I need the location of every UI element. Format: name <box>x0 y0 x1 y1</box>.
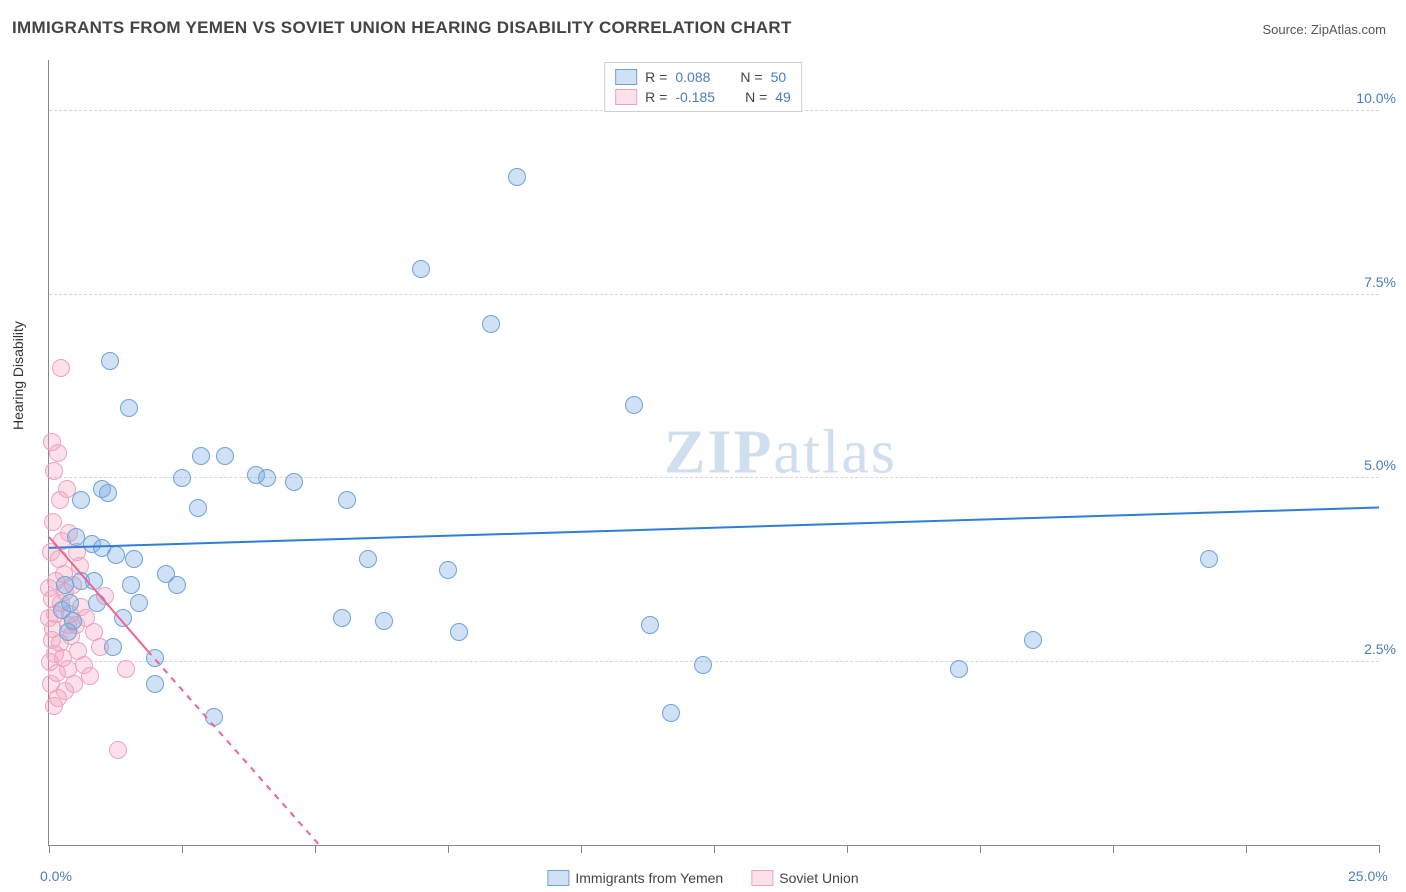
scatter-point <box>950 660 968 678</box>
r-label-2: R = <box>645 89 667 105</box>
x-tick <box>581 845 582 853</box>
scatter-point <box>114 609 132 627</box>
y-tick-label: 7.5% <box>1364 274 1396 290</box>
correlation-row-2: R = -0.185 N = 49 <box>615 87 791 107</box>
n-value-1: 50 <box>771 69 787 85</box>
source-label: Source: ZipAtlas.com <box>1262 22 1386 37</box>
x-tick <box>182 845 183 853</box>
scatter-point <box>375 612 393 630</box>
scatter-point <box>1200 550 1218 568</box>
series-legend: Immigrants from Yemen Soviet Union <box>547 870 858 886</box>
scatter-point <box>107 546 125 564</box>
scatter-point <box>168 576 186 594</box>
y-tick-label: 5.0% <box>1364 457 1396 473</box>
scatter-point <box>65 675 83 693</box>
x-tick <box>448 845 449 853</box>
scatter-point <box>88 594 106 612</box>
n-value-2: 49 <box>775 89 791 105</box>
scatter-point <box>192 447 210 465</box>
x-tick <box>847 845 848 853</box>
x-tick <box>714 845 715 853</box>
watermark-bold: ZIP <box>664 418 773 486</box>
scatter-point <box>662 704 680 722</box>
scatter-point <box>120 399 138 417</box>
scatter-point <box>482 315 500 333</box>
legend-label-yemen: Immigrants from Yemen <box>575 870 723 886</box>
x-tick <box>315 845 316 853</box>
x-tick <box>1379 845 1380 853</box>
scatter-point <box>146 675 164 693</box>
scatter-point <box>641 616 659 634</box>
trend-line <box>49 508 1379 548</box>
gridline <box>49 661 1379 662</box>
scatter-point <box>1024 631 1042 649</box>
x-tick-label: 0.0% <box>40 868 72 884</box>
scatter-point <box>258 469 276 487</box>
gridline <box>49 294 1379 295</box>
scatter-point <box>439 561 457 579</box>
swatch-soviet <box>615 89 637 105</box>
watermark-light: atlas <box>773 418 897 486</box>
scatter-point <box>81 667 99 685</box>
scatter-point <box>49 444 67 462</box>
scatter-point <box>412 260 430 278</box>
y-tick-label: 2.5% <box>1364 641 1396 657</box>
legend-item-yemen: Immigrants from Yemen <box>547 870 723 886</box>
scatter-point <box>130 594 148 612</box>
y-axis-label: Hearing Disability <box>10 321 26 430</box>
scatter-point <box>61 594 79 612</box>
scatter-point <box>333 609 351 627</box>
correlation-legend: R = 0.088 N = 50 R = -0.185 N = 49 <box>604 62 802 112</box>
chart-container: IMMIGRANTS FROM YEMEN VS SOVIET UNION HE… <box>0 0 1406 892</box>
swatch-yemen-2 <box>547 870 569 886</box>
scatter-point <box>101 352 119 370</box>
x-tick <box>49 845 50 853</box>
y-tick-label: 10.0% <box>1356 90 1396 106</box>
scatter-point <box>52 359 70 377</box>
scatter-point <box>216 447 234 465</box>
n-label-2: N = <box>745 89 767 105</box>
scatter-point <box>117 660 135 678</box>
scatter-point <box>205 708 223 726</box>
swatch-yemen <box>615 69 637 85</box>
trend-line <box>147 651 384 845</box>
scatter-point <box>146 649 164 667</box>
scatter-point <box>338 491 356 509</box>
scatter-point <box>44 513 62 531</box>
scatter-point <box>450 623 468 641</box>
correlation-row-1: R = 0.088 N = 50 <box>615 67 791 87</box>
swatch-soviet-2 <box>751 870 773 886</box>
r-label: R = <box>645 69 667 85</box>
legend-label-soviet: Soviet Union <box>779 870 858 886</box>
scatter-point <box>189 499 207 517</box>
scatter-point <box>359 550 377 568</box>
x-tick-label: 25.0% <box>1348 868 1388 884</box>
scatter-point <box>104 638 122 656</box>
trend-lines <box>49 60 1379 845</box>
scatter-point <box>109 741 127 759</box>
scatter-point <box>64 612 82 630</box>
x-tick <box>1246 845 1247 853</box>
scatter-point <box>122 576 140 594</box>
scatter-point <box>85 572 103 590</box>
n-label: N = <box>740 69 762 85</box>
scatter-point <box>125 550 143 568</box>
scatter-point <box>285 473 303 491</box>
chart-title: IMMIGRANTS FROM YEMEN VS SOVIET UNION HE… <box>12 18 792 38</box>
r-value-1: 0.088 <box>675 69 710 85</box>
x-tick <box>980 845 981 853</box>
scatter-point <box>694 656 712 674</box>
scatter-point <box>508 168 526 186</box>
legend-item-soviet: Soviet Union <box>751 870 858 886</box>
scatter-point <box>173 469 191 487</box>
x-tick <box>1113 845 1114 853</box>
scatter-point <box>72 491 90 509</box>
r-value-2: -0.185 <box>675 89 715 105</box>
scatter-point <box>625 396 643 414</box>
scatter-point <box>99 484 117 502</box>
scatter-point <box>45 462 63 480</box>
plot-area: ZIPatlas <box>48 60 1379 846</box>
